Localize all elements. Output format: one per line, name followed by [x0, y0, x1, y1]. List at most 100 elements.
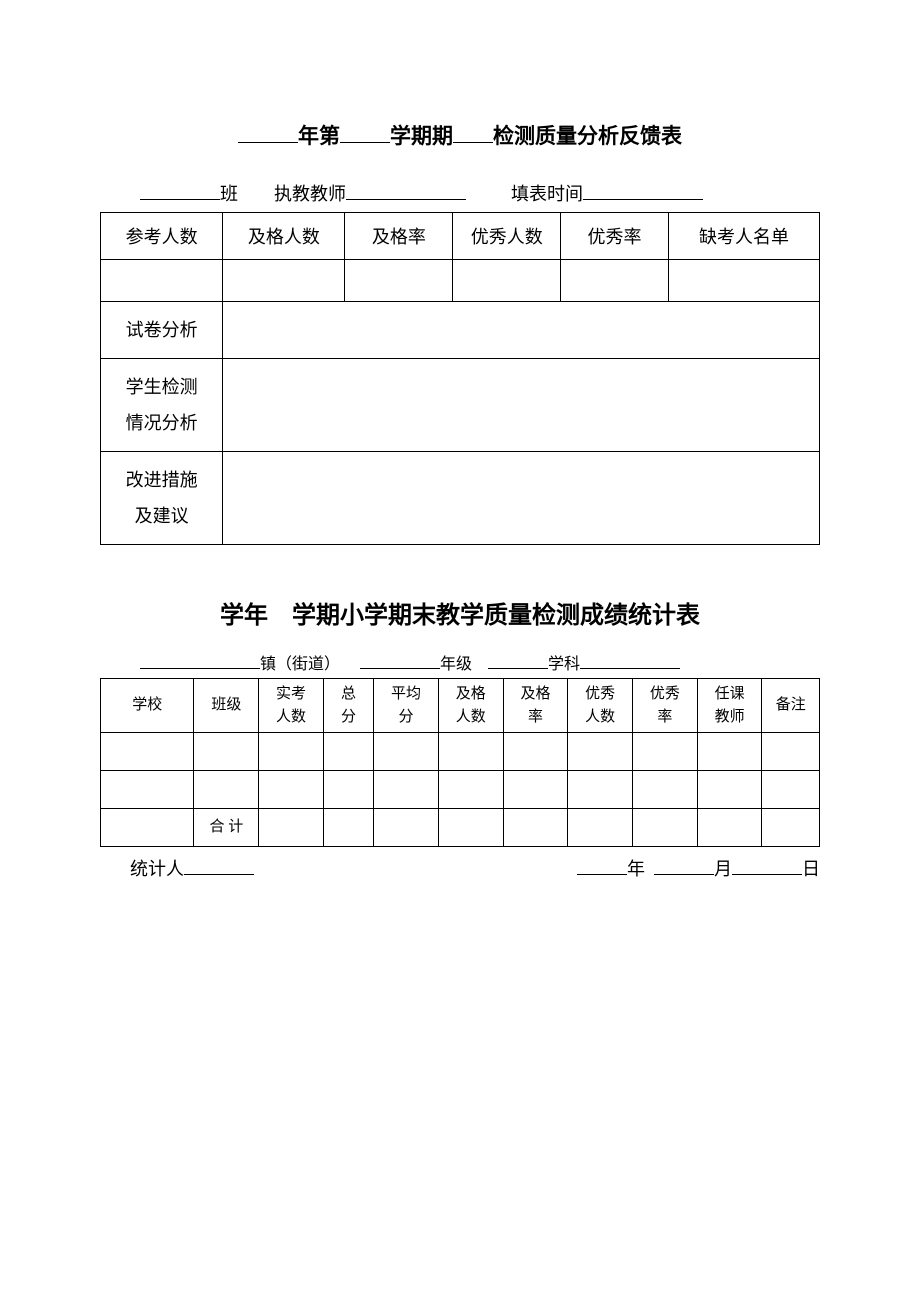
form1-section-label: 改进措施及建议 [101, 452, 223, 545]
form1-header-cell: 参考人数 [101, 213, 223, 260]
form2-data-cell[interactable] [323, 733, 373, 771]
form2-data-row [101, 733, 820, 771]
form2-data-cell[interactable] [697, 771, 762, 809]
form1-title: 年第 学期期 检测质量分析反馈表 [100, 120, 820, 150]
form2-data-cell[interactable] [374, 771, 439, 809]
blank-subject[interactable] [580, 668, 680, 669]
form2-title: 学年 学期小学期末教学质量检测成绩统计表 [100, 595, 820, 630]
form1-header-cell: 及格率 [345, 213, 453, 260]
form1-section-label: 学生检测情况分析 [101, 359, 223, 452]
form2-total-cell[interactable] [503, 809, 568, 847]
form2-data-cell[interactable] [101, 733, 194, 771]
form2-total-cell[interactable] [568, 809, 633, 847]
form2-footer: 统计人 年 月 日 [100, 855, 820, 881]
form2-total-cell[interactable] [259, 809, 324, 847]
blank-grade[interactable] [360, 668, 440, 669]
form1-data-cell[interactable] [101, 260, 223, 302]
form2-total-cell[interactable] [438, 809, 503, 847]
footer-day-label: 日 [802, 859, 820, 879]
form2-total-cell[interactable] [101, 809, 194, 847]
form2-total-cell[interactable] [374, 809, 439, 847]
title-part-1: 年第 [298, 124, 340, 148]
form1-section-row: 学生检测情况分析 [101, 359, 820, 452]
title-part-3: 检测质量分析反馈表 [493, 124, 682, 148]
form2-data-cell[interactable] [259, 771, 324, 809]
form1-section-row: 改进措施及建议 [101, 452, 820, 545]
form2-data-cell[interactable] [438, 771, 503, 809]
form2-data-cell[interactable] [762, 733, 820, 771]
form2-table: 学校班级实考人数总分平均分及格人数及格率优秀人数优秀率任课教师备注 合 计 [100, 678, 820, 847]
form2-header-cell: 及格人数 [438, 679, 503, 733]
blank-stat-person[interactable] [184, 874, 254, 875]
form2-data-cell[interactable] [194, 771, 259, 809]
form2-data-cell[interactable] [503, 771, 568, 809]
subject-label: 学科 [548, 656, 580, 673]
blank-footer-month[interactable] [654, 874, 714, 875]
form2-data-cell[interactable] [697, 733, 762, 771]
blank-period[interactable] [453, 142, 493, 143]
grade-label: 年级 [440, 656, 472, 673]
form2-data-cell[interactable] [194, 733, 259, 771]
blank-semester[interactable] [340, 142, 390, 143]
class-label: 班 [220, 184, 238, 204]
form1-data-cell[interactable] [453, 260, 561, 302]
form2-data-cell[interactable] [568, 771, 633, 809]
form2-data-cell[interactable] [762, 771, 820, 809]
form1-data-cell[interactable] [223, 260, 345, 302]
form1-section-row: 试卷分析 [101, 302, 820, 359]
blank-subject-prefix[interactable] [488, 668, 548, 669]
teacher-label: 执教教师 [274, 184, 346, 204]
blank-class[interactable] [140, 199, 220, 200]
form2-header-cell: 班级 [194, 679, 259, 733]
form2-header-cell: 总分 [323, 679, 373, 733]
form2-data-cell[interactable] [503, 733, 568, 771]
form1-section-content[interactable] [223, 359, 820, 452]
form1-section-label: 试卷分析 [101, 302, 223, 359]
footer-year-label: 年 [627, 859, 645, 879]
form2-data-cell[interactable] [101, 771, 194, 809]
form1-data-cell[interactable] [668, 260, 819, 302]
form2-header-cell: 优秀人数 [568, 679, 633, 733]
form1-header-cell: 优秀人数 [453, 213, 561, 260]
blank-town[interactable] [140, 668, 260, 669]
form2-total-cell[interactable] [762, 809, 820, 847]
form1-section-content[interactable] [223, 452, 820, 545]
form1-meta-row: 班 执教教师 填表时间 [100, 180, 820, 206]
form2-header-row: 学校班级实考人数总分平均分及格人数及格率优秀人数优秀率任课教师备注 [101, 679, 820, 733]
blank-footer-day[interactable] [732, 874, 802, 875]
form2-header-cell: 备注 [762, 679, 820, 733]
form2-total-row: 合 计 [101, 809, 820, 847]
form2-total-cell[interactable] [697, 809, 762, 847]
form2-total-cell[interactable] [633, 809, 698, 847]
form2-header-cell: 任课教师 [697, 679, 762, 733]
form2-data-cell[interactable] [633, 771, 698, 809]
form1-section-content[interactable] [223, 302, 820, 359]
form2-data-cell[interactable] [568, 733, 633, 771]
blank-year[interactable] [238, 142, 298, 143]
form2-data-cell[interactable] [323, 771, 373, 809]
form2-data-cell[interactable] [374, 733, 439, 771]
form2-total-label: 合 计 [194, 809, 259, 847]
form1-header-row: 参考人数及格人数及格率优秀人数优秀率缺考人名单 [101, 213, 820, 260]
form1-data-cell[interactable] [561, 260, 669, 302]
blank-teacher[interactable] [346, 199, 466, 200]
stat-person-label: 统计人 [130, 859, 184, 879]
town-label: 镇（街道） [260, 656, 340, 673]
form1-header-cell: 及格人数 [223, 213, 345, 260]
form2-meta-row: 镇（街道） 年级 学科 [100, 650, 820, 674]
form1-header-cell: 缺考人名单 [668, 213, 819, 260]
blank-footer-year[interactable] [577, 874, 627, 875]
footer-month-label: 月 [714, 859, 732, 879]
form2-data-cell[interactable] [438, 733, 503, 771]
form1-data-cell[interactable] [345, 260, 453, 302]
form2-data-row [101, 771, 820, 809]
form2-header-cell: 实考人数 [259, 679, 324, 733]
form2-data-cell[interactable] [259, 733, 324, 771]
blank-filldate[interactable] [583, 199, 703, 200]
form2-total-cell[interactable] [323, 809, 373, 847]
form2-data-cell[interactable] [633, 733, 698, 771]
title-part-2: 学期期 [390, 124, 453, 148]
form2-header-cell: 学校 [101, 679, 194, 733]
form2-header-cell: 及格率 [503, 679, 568, 733]
form1-table: 参考人数及格人数及格率优秀人数优秀率缺考人名单 试卷分析学生检测情况分析改进措施… [100, 212, 820, 545]
